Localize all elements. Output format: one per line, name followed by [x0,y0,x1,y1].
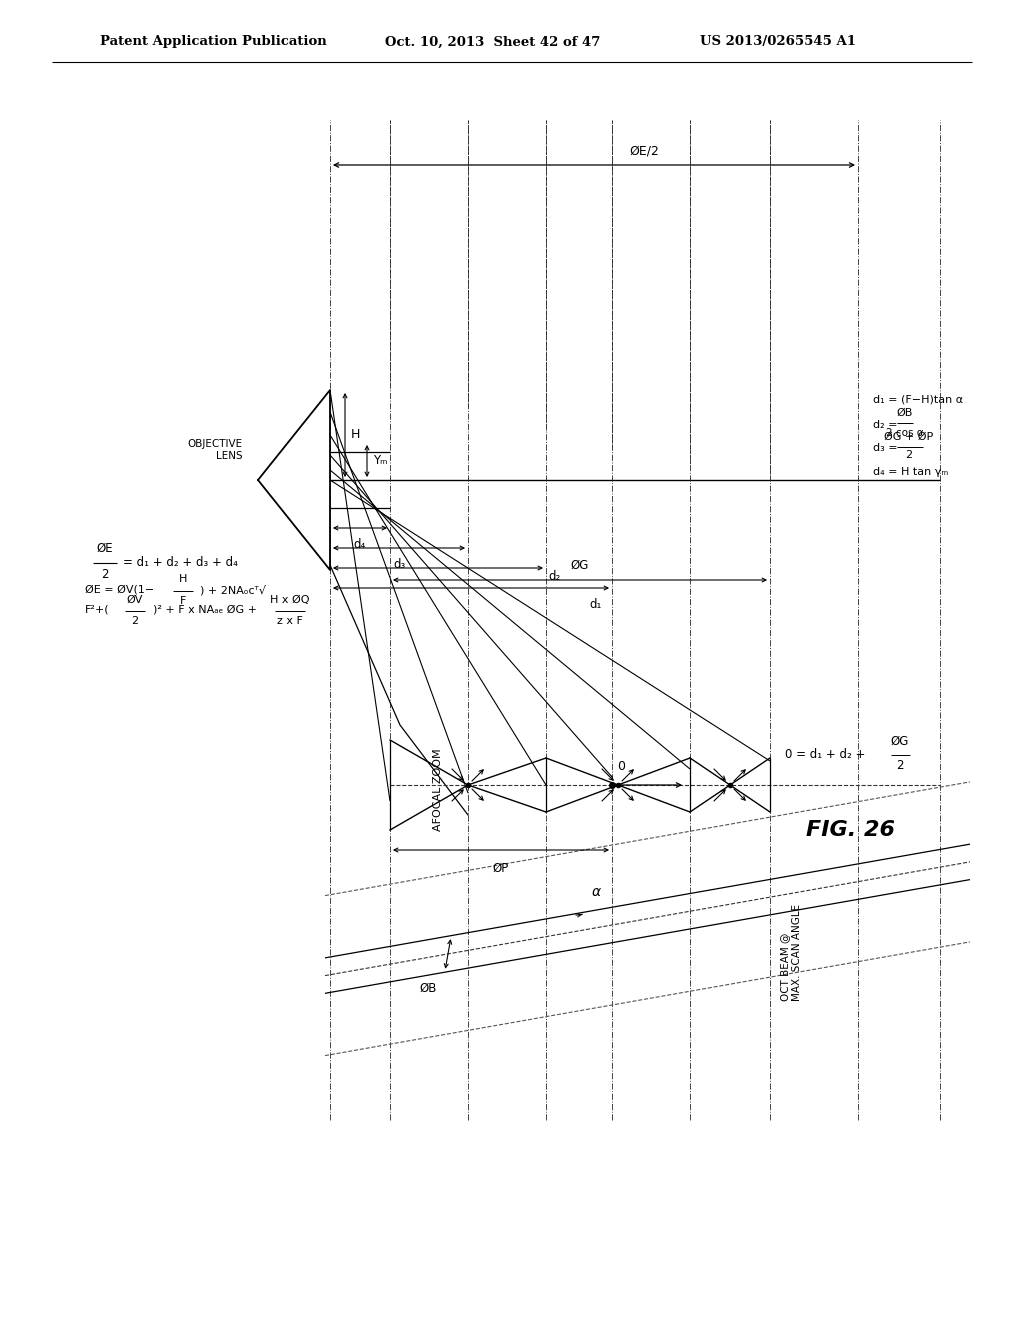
Text: ØG: ØG [891,735,909,748]
Text: α: α [592,884,600,899]
Text: FIG. 26: FIG. 26 [806,820,895,840]
Text: 2: 2 [905,450,912,459]
Text: ØG: ØG [570,558,589,572]
Text: ) + 2NAₒᴄᵀ√: ) + 2NAₒᴄᵀ√ [200,585,266,595]
Text: d₃: d₃ [393,558,406,572]
Text: 2: 2 [131,616,138,626]
Text: d₂ =: d₂ = [873,420,897,430]
Text: Oct. 10, 2013  Sheet 42 of 47: Oct. 10, 2013 Sheet 42 of 47 [385,36,600,49]
Text: d₄: d₄ [354,539,367,550]
Text: d₁ = (F−H)tan α: d₁ = (F−H)tan α [873,395,964,405]
Text: H x ØQ: H x ØQ [270,595,309,605]
Text: 0 = d₁ + d₂ +: 0 = d₁ + d₂ + [785,748,865,762]
Text: d₁: d₁ [590,598,602,611]
Text: 0: 0 [617,760,625,774]
Text: H: H [179,574,187,583]
Text: ØP: ØP [493,862,509,875]
Text: 2: 2 [101,568,109,581]
Text: US 2013/0265545 A1: US 2013/0265545 A1 [700,36,856,49]
Text: ØB: ØB [897,408,913,418]
Text: ØE = ØV(1−: ØE = ØV(1− [85,585,155,595]
Text: H: H [351,429,360,441]
Text: z x F: z x F [278,616,303,626]
Text: d₂: d₂ [548,570,560,583]
Text: F²+(: F²+( [85,605,110,615]
Text: ØE: ØE [96,543,114,554]
Text: d₄ = H tan γₘ: d₄ = H tan γₘ [873,467,948,477]
Text: AFOCAL ZOOM: AFOCAL ZOOM [433,748,443,832]
Text: Yₘ: Yₘ [373,454,387,467]
Text: 2 cos α: 2 cos α [886,428,924,438]
Text: ØB: ØB [419,982,436,995]
Text: ØE/2: ØE/2 [629,144,658,157]
Text: Patent Application Publication: Patent Application Publication [100,36,327,49]
Text: ØG + ØP: ØG + ØP [885,432,934,442]
Text: d₃ =: d₃ = [873,444,898,453]
Text: ØV: ØV [127,595,143,605]
Text: F: F [180,597,186,606]
Text: )² + F x NAₐₑ ØG +: )² + F x NAₐₑ ØG + [153,605,257,615]
Text: OBJECTIVE
LENS: OBJECTIVE LENS [187,440,243,461]
Text: 2: 2 [896,759,904,772]
Text: OCT BEAM @
MAX. SCAN ANGLE: OCT BEAM @ MAX. SCAN ANGLE [780,904,802,1001]
Text: = d₁ + d₂ + d₃ + d₄: = d₁ + d₂ + d₃ + d₄ [123,556,238,569]
